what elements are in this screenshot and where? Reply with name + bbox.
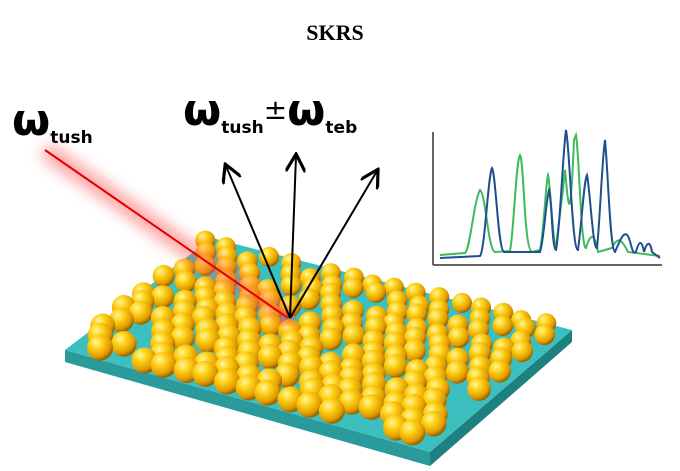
nanoparticle — [492, 315, 513, 336]
nanoparticle — [343, 278, 364, 299]
subscript: teb — [325, 118, 357, 138]
symbol: ω — [183, 85, 221, 136]
nanoparticle — [111, 331, 137, 357]
nanoparticle — [534, 325, 555, 346]
incident-label: ωtush — [12, 95, 93, 148]
symbol: ω — [12, 95, 50, 146]
nanoparticle — [399, 419, 425, 445]
nanoparticle — [488, 360, 511, 383]
scattered-label: ωtush±ωteb — [183, 85, 357, 138]
nanoparticle — [255, 380, 281, 406]
nanoparticle — [366, 282, 387, 303]
spectrum-line — [440, 130, 660, 258]
nanoparticle — [151, 352, 177, 378]
nanoparticle — [446, 361, 469, 384]
nanoparticle — [467, 377, 491, 401]
title: SKRS — [306, 20, 363, 45]
nanoparticle — [448, 327, 470, 349]
nanoparticle — [175, 271, 197, 293]
nanoparticle — [153, 265, 175, 287]
nanoparticle — [297, 392, 323, 418]
subscript: tush — [221, 118, 263, 138]
nanoparticle — [319, 398, 345, 424]
nanoparticle — [87, 335, 113, 361]
subscript: tush — [50, 128, 92, 148]
symbol: ω — [287, 85, 325, 136]
nanoparticle — [511, 341, 533, 363]
operator: ± — [264, 93, 287, 126]
spectrum — [433, 130, 662, 265]
diagram: SKRS ωtush ωtush±ωteb — [0, 0, 680, 471]
nanoparticle — [452, 293, 472, 313]
nanoparticle — [384, 354, 408, 378]
nanoparticle — [151, 285, 174, 308]
